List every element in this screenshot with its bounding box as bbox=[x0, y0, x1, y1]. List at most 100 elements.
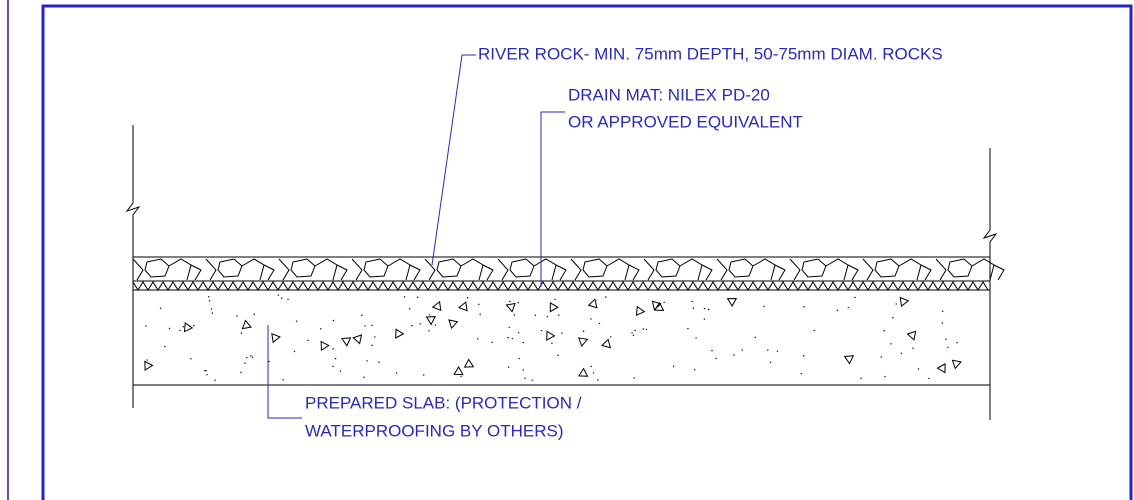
aggregate-dot bbox=[374, 336, 376, 338]
rock bbox=[482, 264, 494, 281]
aggregate-dot bbox=[168, 327, 171, 330]
aggregate-dot bbox=[534, 314, 537, 316]
aggregate-dot bbox=[836, 309, 839, 312]
aggregate-dot bbox=[408, 308, 411, 310]
aggregate-dot bbox=[942, 310, 944, 312]
aggregate-dot bbox=[592, 372, 595, 374]
aggregate-dot bbox=[631, 332, 633, 334]
aggregate-dot bbox=[295, 320, 298, 322]
aggregate-dot bbox=[672, 365, 675, 368]
rock bbox=[993, 264, 1005, 281]
aggregate-dot bbox=[277, 294, 279, 296]
rock bbox=[132, 258, 144, 281]
aggregate-dot bbox=[917, 368, 920, 370]
aggregate-dot bbox=[339, 370, 342, 372]
aggregate-dot bbox=[320, 328, 322, 330]
aggregate-dot bbox=[582, 330, 585, 332]
aggregate bbox=[936, 363, 946, 374]
aggregate-dot bbox=[423, 374, 425, 376]
rock bbox=[217, 258, 243, 278]
aggregate-dot bbox=[371, 324, 373, 327]
rock bbox=[920, 264, 932, 281]
rock bbox=[628, 264, 640, 281]
aggregate-dot bbox=[164, 345, 166, 348]
aggregate-dot bbox=[361, 314, 363, 317]
aggregate-dot bbox=[434, 324, 437, 326]
aggregate-dot bbox=[945, 338, 947, 340]
label: OR APPROVED EQUIVALENT bbox=[568, 112, 803, 131]
aggregate-dot bbox=[687, 327, 689, 330]
aggregate-dot bbox=[703, 307, 706, 310]
aggregate-dot bbox=[236, 315, 238, 317]
aggregate-dot bbox=[561, 332, 563, 334]
rock bbox=[351, 258, 363, 281]
aggregate-dot bbox=[419, 323, 421, 325]
aggregate bbox=[578, 337, 589, 348]
aggregate-dot bbox=[522, 369, 524, 371]
rock bbox=[278, 258, 290, 281]
aggregate-dot bbox=[800, 372, 803, 375]
aggregate bbox=[951, 359, 962, 370]
aggregate-dot bbox=[692, 307, 695, 309]
rock bbox=[263, 264, 275, 281]
aggregate-dot bbox=[507, 366, 510, 368]
aggregate-dot bbox=[763, 305, 765, 308]
aggregate-dot bbox=[240, 332, 243, 334]
aggregate-dot bbox=[524, 377, 526, 379]
aggregate-dot bbox=[711, 349, 713, 352]
aggregate-dot bbox=[895, 303, 897, 305]
aggregate-dot bbox=[204, 370, 206, 372]
label: DRAIN MAT: NILEX PD-20 bbox=[568, 85, 770, 104]
rock bbox=[701, 264, 713, 281]
aggregate-dot bbox=[590, 365, 592, 368]
aggregate-dot bbox=[557, 354, 559, 357]
aggregate-dot bbox=[884, 375, 886, 378]
aggregate-dot bbox=[334, 357, 337, 360]
rock bbox=[728, 258, 754, 278]
rock bbox=[655, 258, 681, 278]
aggregate-dot bbox=[211, 312, 214, 314]
aggregate-dot bbox=[416, 296, 419, 299]
aggregate-dot bbox=[371, 344, 373, 347]
aggregate-dot bbox=[214, 379, 216, 381]
rock bbox=[190, 264, 202, 281]
drain-mat bbox=[132, 281, 989, 291]
aggregate bbox=[271, 332, 281, 344]
rock bbox=[789, 258, 801, 281]
rock bbox=[582, 258, 608, 278]
rock bbox=[774, 264, 786, 281]
aggregate-dot bbox=[733, 354, 735, 356]
rock bbox=[874, 258, 900, 278]
aggregate-dot bbox=[598, 322, 601, 325]
right-wall bbox=[982, 148, 998, 420]
aggregate-dot bbox=[428, 330, 430, 332]
aggregate-dot bbox=[251, 356, 254, 358]
aggregate bbox=[546, 330, 556, 341]
aggregate-dot bbox=[507, 336, 509, 339]
aggregate-dot bbox=[478, 303, 480, 306]
rock bbox=[570, 258, 582, 281]
aggregate bbox=[635, 305, 646, 317]
rock bbox=[752, 258, 776, 281]
rock bbox=[336, 264, 348, 281]
aggregate-dot bbox=[776, 350, 779, 352]
aggregate-dot bbox=[307, 339, 309, 342]
aggregate-dot bbox=[517, 302, 520, 304]
rock bbox=[290, 258, 316, 278]
rock bbox=[716, 258, 728, 281]
aggregate-dot bbox=[754, 336, 756, 339]
left-wall bbox=[125, 125, 141, 408]
aggregate-dot bbox=[707, 308, 710, 311]
aggregate-dot bbox=[522, 341, 524, 344]
aggregate-dot bbox=[741, 349, 743, 351]
aggregate-dot bbox=[190, 358, 192, 360]
rock bbox=[555, 264, 567, 281]
rock bbox=[363, 258, 389, 278]
aggregate-dot bbox=[491, 341, 493, 344]
aggregate-dot bbox=[395, 372, 398, 374]
aggregate-dot bbox=[513, 314, 516, 316]
aggregate bbox=[843, 355, 855, 365]
aggregate-dot bbox=[293, 350, 296, 353]
rock bbox=[436, 258, 462, 278]
